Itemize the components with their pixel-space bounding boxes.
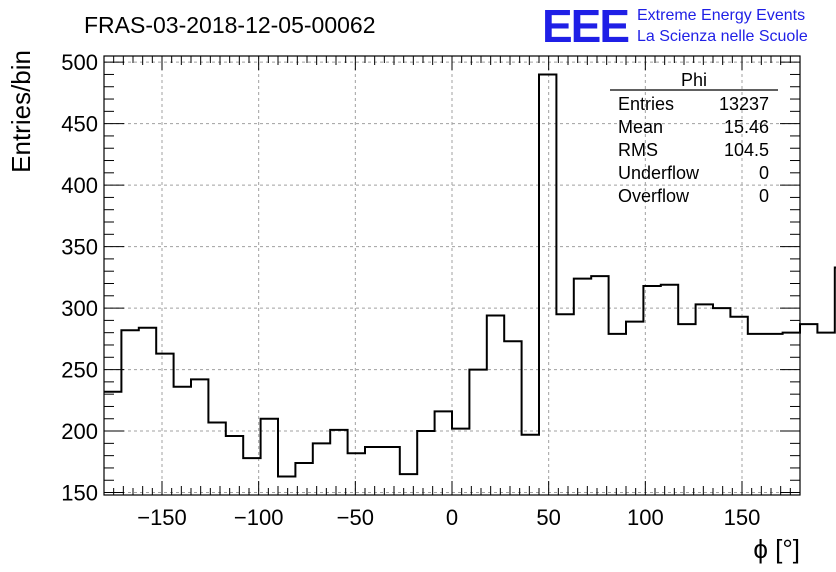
- histogram-bin-9: [261, 419, 278, 495]
- x-tick-label-2: −50: [337, 505, 374, 530]
- histogram-outline: [104, 73, 836, 478]
- stats-label-overflow: Overflow: [618, 186, 690, 206]
- x-tick-label-0: −150: [137, 505, 187, 530]
- logo-line-1: Extreme Energy Events: [637, 7, 805, 24]
- axis-ticks: [104, 56, 800, 495]
- y-tick-label-7: 500: [61, 50, 98, 75]
- histogram-bin-26: [556, 314, 573, 495]
- histogram-bin-30: [626, 322, 643, 495]
- histogram-bin-17: [400, 474, 417, 495]
- histogram-bin-29: [609, 334, 626, 495]
- stats-label-entries: Entries: [618, 94, 674, 114]
- stats-value-overflow: 0: [759, 186, 769, 206]
- y-tick-label-5: 400: [61, 173, 98, 198]
- stats-label-mean: Mean: [618, 117, 663, 137]
- histogram-bin-19: [435, 411, 452, 495]
- histogram-bin-20: [452, 429, 469, 495]
- x-tick-label-5: 100: [627, 505, 664, 530]
- histogram-bin-5: [191, 379, 208, 495]
- histogram-bin-21: [469, 370, 486, 495]
- y-tick-labels: 150 200 250 300 350 400 450 500: [61, 50, 98, 505]
- histogram-series: [104, 73, 836, 495]
- histogram-bin-11: [295, 463, 312, 495]
- histogram-bin-36: [730, 317, 747, 495]
- x-tick-label-4: 50: [536, 505, 560, 530]
- histogram-bin-34: [696, 304, 713, 495]
- histogram-bin-12: [313, 443, 330, 495]
- stats-value-entries: 13237: [719, 94, 769, 114]
- y-tick-label-6: 450: [61, 112, 98, 137]
- histogram-bin-8: [243, 458, 260, 495]
- grid: [104, 56, 800, 495]
- y-tick-label-1: 200: [61, 419, 98, 444]
- histogram-bin-37: [748, 334, 765, 495]
- stats-label-underflow: Underflow: [618, 163, 700, 183]
- stats-value-underflow: 0: [759, 163, 769, 183]
- stats-box: Phi Entries 13237 Mean 15.46 RMS 104.5 U…: [610, 70, 778, 206]
- histogram-bin-13: [330, 430, 347, 495]
- x-tick-label-1: −100: [234, 505, 284, 530]
- histogram-bin-31: [643, 286, 660, 495]
- histogram-bin-2: [139, 328, 156, 495]
- histogram-bin-18: [417, 431, 434, 495]
- x-tick-label-6: 150: [724, 505, 761, 530]
- histogram-bin-33: [678, 324, 695, 495]
- histogram-bin-14: [348, 453, 365, 495]
- eee-logo: EEE Extreme Energy Events La Scienza nel…: [542, 0, 808, 52]
- histogram-bin-32: [661, 285, 678, 495]
- histogram-bin-28: [591, 276, 608, 495]
- x-tick-labels: −150 −100 −50 0 50 100 150: [137, 505, 760, 530]
- y-axis-label: Entries/bin: [6, 50, 36, 173]
- histogram-bin-3: [156, 354, 173, 495]
- histogram-bin-4: [174, 387, 191, 495]
- chart-title: FRAS-03-2018-12-05-00062: [84, 12, 376, 38]
- stats-value-mean: 15.46: [724, 117, 769, 137]
- histogram-bin-22: [487, 315, 504, 495]
- histogram-bin-24: [522, 435, 539, 495]
- y-tick-label-0: 150: [61, 481, 98, 506]
- histogram-bin-25: [539, 74, 556, 495]
- histogram-bin-38: [765, 334, 782, 495]
- histogram-bin-40: [800, 324, 817, 495]
- logo-mark: EEE: [542, 0, 628, 52]
- histogram-bin-16: [382, 447, 399, 495]
- y-tick-label-2: 250: [61, 358, 98, 383]
- histogram-bin-1: [121, 330, 138, 495]
- y-tick-label-3: 300: [61, 296, 98, 321]
- stats-value-rms: 104.5: [724, 140, 769, 160]
- histogram-bin-6: [208, 422, 225, 495]
- stats-label-rms: RMS: [618, 140, 658, 160]
- histogram-bin-41: [817, 333, 834, 495]
- histogram-bin-15: [365, 447, 382, 495]
- x-tick-label-3: 0: [446, 505, 458, 530]
- y-tick-label-4: 350: [61, 235, 98, 260]
- histogram-bin-35: [713, 308, 730, 495]
- x-axis-label: ϕ [°]: [753, 534, 800, 564]
- histogram-bin-10: [278, 477, 295, 495]
- histogram-bin-7: [226, 436, 243, 495]
- histogram-bin-27: [574, 279, 591, 495]
- stats-title: Phi: [681, 70, 707, 90]
- histogram-bin-23: [504, 341, 521, 495]
- logo-line-2: La Scienza nelle Scuole: [637, 28, 808, 45]
